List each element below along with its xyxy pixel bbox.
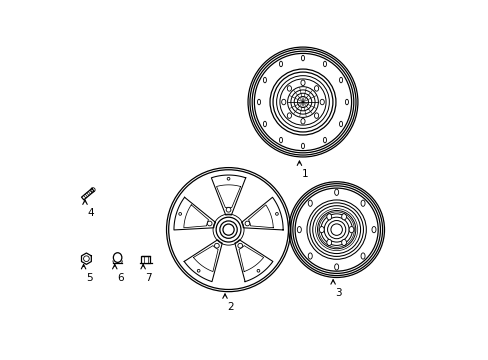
Ellipse shape [360,253,365,259]
Text: 4: 4 [87,208,94,219]
Text: 5: 5 [85,273,92,283]
Ellipse shape [314,86,318,91]
Ellipse shape [197,269,200,272]
Ellipse shape [257,99,260,105]
Ellipse shape [326,239,331,246]
Polygon shape [241,197,283,230]
Ellipse shape [287,86,291,91]
Ellipse shape [263,77,266,83]
Polygon shape [174,197,215,230]
Ellipse shape [339,121,342,127]
Ellipse shape [323,61,326,67]
Text: 7: 7 [145,273,152,283]
Ellipse shape [341,239,346,246]
Ellipse shape [334,189,338,195]
Ellipse shape [179,212,181,215]
Ellipse shape [287,113,291,118]
Ellipse shape [320,99,324,105]
Ellipse shape [214,243,219,248]
Ellipse shape [341,214,346,220]
Ellipse shape [334,264,338,270]
Ellipse shape [113,253,122,262]
Ellipse shape [323,137,326,143]
Ellipse shape [300,118,305,124]
Text: 6: 6 [117,273,123,283]
Text: 1: 1 [301,169,307,179]
Ellipse shape [297,226,301,233]
Ellipse shape [237,243,242,248]
Ellipse shape [307,253,312,259]
Ellipse shape [227,177,229,180]
Polygon shape [184,240,222,282]
Ellipse shape [244,221,249,226]
Ellipse shape [257,269,259,272]
Ellipse shape [279,61,282,67]
Ellipse shape [300,80,305,86]
Bar [141,256,150,263]
Ellipse shape [348,226,353,233]
Ellipse shape [301,143,304,149]
Ellipse shape [301,55,304,61]
Ellipse shape [345,99,348,105]
Ellipse shape [275,212,278,215]
Polygon shape [81,253,91,264]
Ellipse shape [281,99,285,105]
Ellipse shape [326,214,331,220]
Ellipse shape [360,200,365,206]
Ellipse shape [279,137,282,143]
Ellipse shape [226,207,230,212]
Text: 2: 2 [226,302,233,312]
Ellipse shape [263,121,266,127]
Ellipse shape [207,221,212,226]
Polygon shape [211,175,245,215]
Ellipse shape [319,226,324,233]
Text: 3: 3 [335,288,341,298]
Polygon shape [234,240,272,282]
Ellipse shape [339,77,342,83]
Ellipse shape [307,200,312,206]
Ellipse shape [314,113,318,118]
Ellipse shape [371,226,375,233]
